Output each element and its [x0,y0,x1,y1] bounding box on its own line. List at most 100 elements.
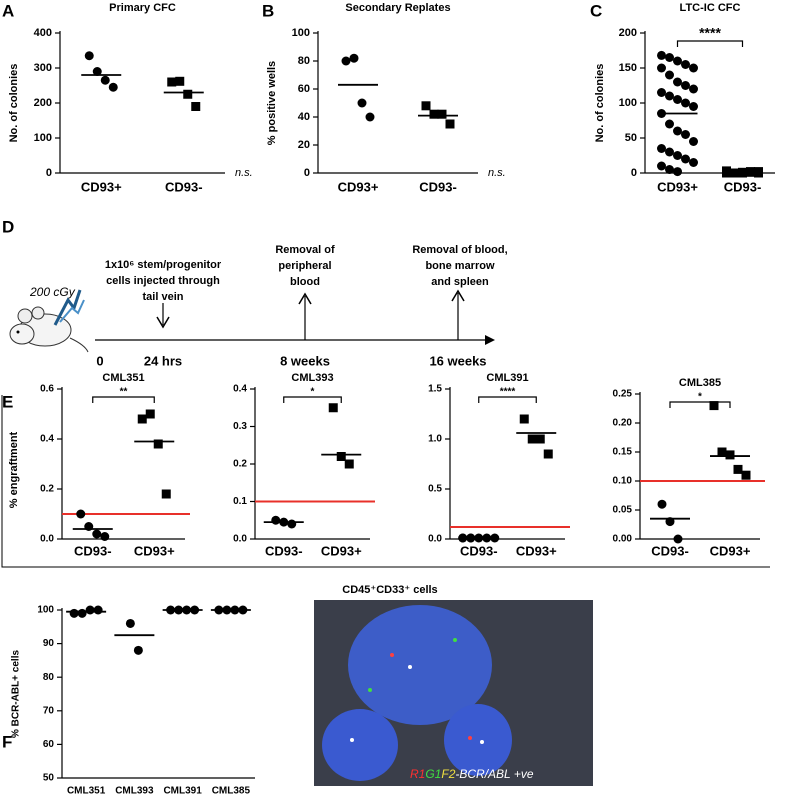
significance-bracket [92,396,155,403]
data-point [673,534,683,544]
chart-title: CML391 [486,372,528,384]
data-point [681,130,690,139]
data-point [665,53,674,62]
data-point [689,84,698,94]
y-tick-label: 0 [631,167,637,179]
x-tick-label: CD93+ [338,179,379,194]
panel-letter: B [262,1,274,20]
data-point [271,515,281,525]
x-tick-label: CD93- [460,543,498,558]
y-tick-label: 0.25 [613,389,633,400]
x-axis-label: CD45⁺CD33⁺ cells [342,584,437,596]
data-point [689,63,698,73]
data-point [709,401,719,411]
data-point [657,499,667,509]
y-tick-label: 60 [43,739,55,750]
y-tick-label: 70 [43,705,55,716]
x-tick-label: CML391 [163,786,202,795]
y-tick-label: 0.4 [40,434,54,445]
x-tick-label: CD93+ [710,543,751,558]
data-point [191,102,201,111]
y-tick-label: 1.5 [428,384,442,395]
data-point [357,98,367,108]
data-point [673,151,682,160]
data-point [175,76,185,86]
data-point [445,119,455,129]
data-point [535,434,545,444]
y-tick-label: 0 [304,167,310,179]
significance-bracket [669,401,731,408]
y-axis-label: No. of colonies [8,64,20,143]
event-text: Removal of [275,244,335,256]
data-point [657,144,666,153]
chart-title: Secondary Replates [345,2,450,14]
data-point [336,452,346,461]
y-tick-label: 0.15 [613,447,633,458]
data-point [657,88,666,97]
panel-letter: E [2,392,13,411]
data-point [673,167,682,177]
data-point [717,447,727,457]
y-tick-label: 0.2 [40,484,54,495]
data-point [657,161,666,171]
data-point [287,519,297,529]
data-point [92,67,102,76]
data-point [92,529,102,539]
x-tick-label: CML393 [115,786,154,795]
x-tick-label: CD93+ [81,179,122,194]
event-text: cells injected through [106,275,220,287]
data-point [108,82,118,92]
data-point [69,608,79,618]
timeline-label: 16 weeks [429,353,486,368]
data-point [657,50,666,60]
y-tick-label: 100 [37,605,54,616]
y-tick-label: 0.6 [40,384,54,395]
data-point [161,489,171,499]
data-point [754,168,763,178]
data-point [429,109,439,119]
chart-title: CML393 [291,372,333,384]
y-tick-label: 0.1 [233,496,247,507]
y-tick-label: 0.0 [40,534,54,545]
data-point [725,450,735,460]
event-text: 1x10⁶ stem/progenitor [105,259,222,271]
caption-part: R1 [410,767,425,781]
y-tick-label: 0.3 [233,421,247,432]
data-point [673,77,682,87]
caption-part: G1 [425,767,441,781]
x-tick-label: CD93- [651,543,689,558]
timeline-diagram: 1x10⁶ stem/progenitor cells injected thr… [9,244,508,368]
data-point [93,605,103,615]
y-tick-label: 400 [34,27,52,39]
y-tick-label: 90 [43,638,55,649]
y-tick-label: 100 [292,27,310,39]
y-tick-label: 0.10 [613,476,633,487]
y-tick-label: 300 [34,62,52,74]
panel-letter: D [2,217,14,236]
data-point [681,154,690,164]
chart-title: CML351 [102,372,144,384]
data-point [527,434,537,444]
dose-label: 200 cGy [29,285,76,299]
data-point [730,168,739,178]
data-point [145,409,155,419]
y-axis-label: % engraftment [8,431,20,508]
panel-letter: A [2,1,14,20]
data-point [437,109,447,119]
data-point [344,459,354,469]
y-tick-label: 80 [43,672,55,683]
data-point [100,75,110,85]
data-point [167,77,177,87]
y-tick-label: 80 [298,55,310,67]
data-point [77,608,87,618]
y-tick-label: 200 [619,27,637,39]
data-point [681,98,690,108]
significance-bracket [478,396,537,403]
y-tick-label: 0.2 [233,459,247,470]
significance-label: **** [699,25,721,41]
data-point [689,137,698,146]
x-tick-label: CML351 [67,786,106,795]
y-tick-label: 100 [34,132,52,144]
fish-image: R1G1F2-BCR/ABL +ve [314,600,593,786]
